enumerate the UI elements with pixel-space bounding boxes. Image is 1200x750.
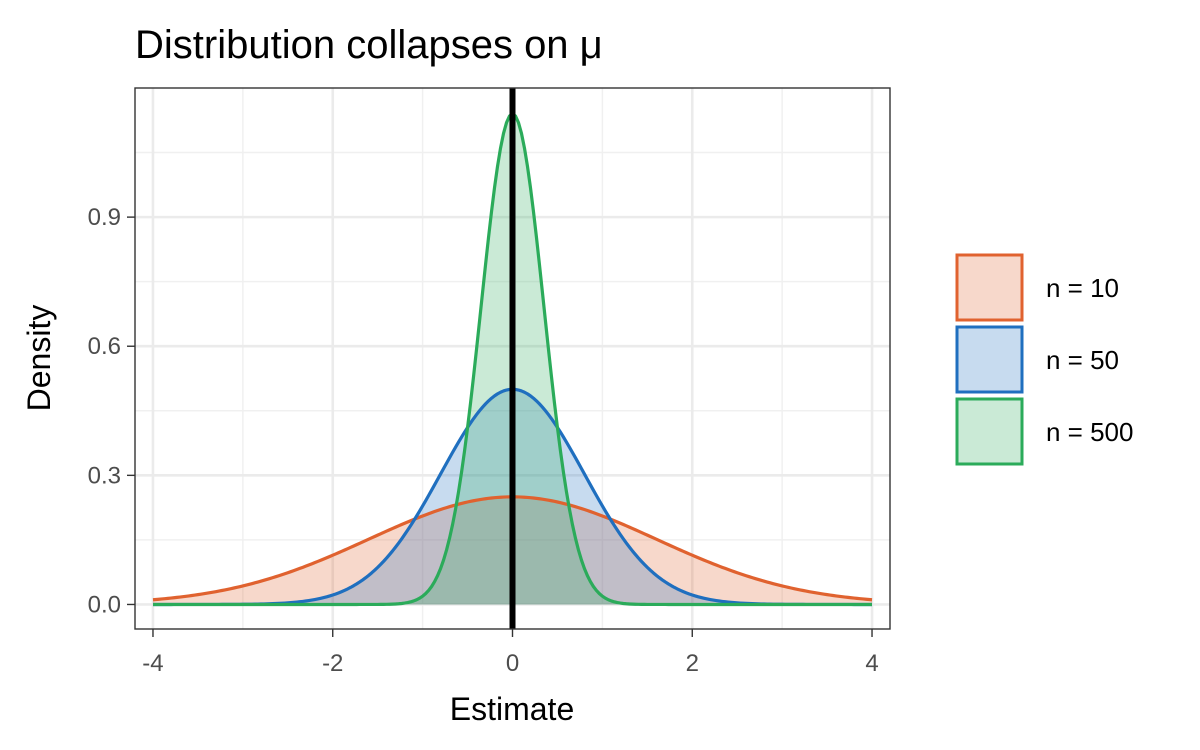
legend-key-background [956,398,1023,465]
legend-key-background [956,326,1023,393]
x-axis-title: Estimate [450,691,574,727]
y-axis: 0.0 0.3 0.6 0.9 [88,204,135,618]
legend: n = 10 n = 50 n = 500 [955,253,1133,466]
x-tick-label: 2 [686,650,699,677]
x-tick-label: 4 [865,650,878,677]
plot-panel [134,87,891,630]
legend-key-series-1 [955,253,1024,322]
legend-key-background [956,254,1023,321]
x-tick-label: -4 [142,650,163,677]
y-axis-title: Density [21,305,57,412]
y-tick-label: 0.3 [88,462,121,489]
y-tick-label: 0.0 [88,591,121,618]
legend-key-series-3 [955,397,1024,466]
legend-label: n = 10 [1046,273,1119,303]
legend-key-series-2 [955,325,1024,394]
chart-title: Distribution collapses on μ [135,23,603,67]
y-tick-label: 0.6 [88,333,121,360]
y-tick-label: 0.9 [88,204,121,231]
legend-label: n = 500 [1046,417,1133,447]
x-axis: -4 -2 0 2 4 [142,629,879,677]
legend-label: n = 50 [1046,345,1119,375]
x-tick-label: -2 [322,650,343,677]
x-tick-label: 0 [506,650,519,677]
